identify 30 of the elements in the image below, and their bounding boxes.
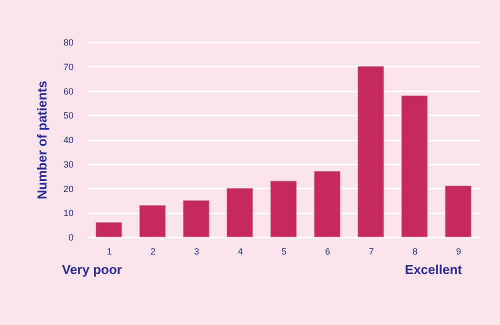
bar	[401, 95, 428, 238]
x-tick-label: 3	[194, 246, 200, 256]
bar	[270, 180, 297, 238]
text: Excellent	[404, 262, 462, 277]
text: Very poor	[62, 262, 122, 277]
x-tick-label: 8	[412, 246, 418, 256]
bar	[314, 170, 340, 238]
bar	[358, 66, 384, 238]
x-tick-label: 9	[456, 246, 462, 256]
y-tick-label: 80	[63, 38, 74, 48]
y-tick-label: 30	[63, 159, 74, 170]
y-tick-label: 60	[63, 86, 74, 96]
y-tick-label: 10	[63, 208, 74, 218]
bar	[182, 200, 210, 238]
bar	[444, 186, 472, 238]
x-tick-label: 7	[368, 246, 374, 256]
x-tick-label: 2	[150, 246, 156, 256]
y-tick-label: 50	[63, 110, 74, 121]
x-tick-label: 1	[106, 246, 112, 256]
y-axis-title: Number of patients	[34, 80, 50, 200]
y-tick-label: 70	[63, 62, 74, 72]
x-tick-label: 4	[238, 246, 243, 256]
bar	[96, 222, 122, 238]
y-tick-label: 0	[68, 232, 74, 242]
bar	[226, 188, 254, 238]
x-tick-label: 5	[281, 246, 287, 256]
bar	[139, 205, 166, 238]
y-tick-label: 40	[63, 135, 74, 145]
y-tick-label: 20	[63, 184, 74, 194]
x-tick-label: 6	[325, 246, 330, 256]
